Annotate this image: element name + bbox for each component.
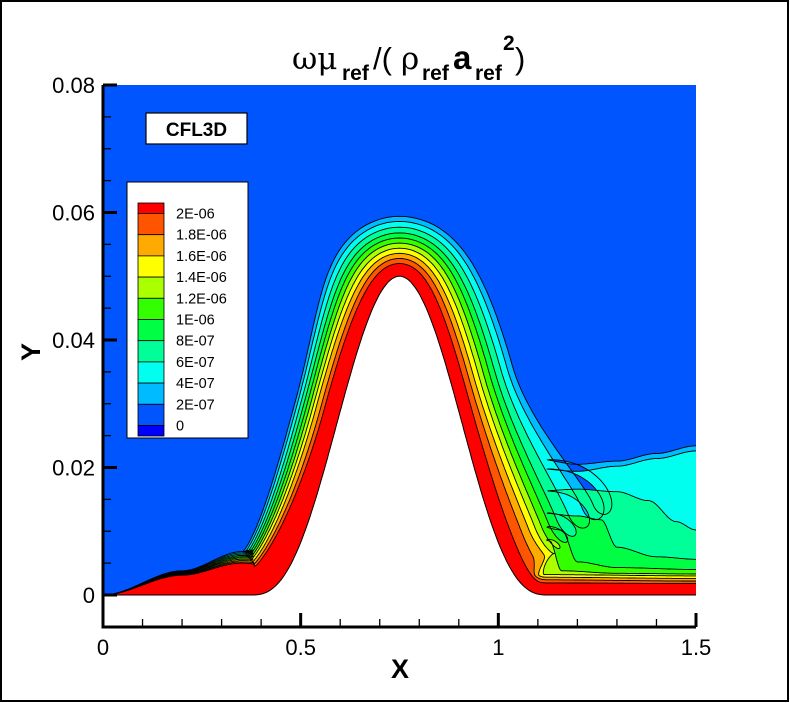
contour-line-1.4E-06 <box>103 247 696 596</box>
legend: 2E-06 1.8E-06 1.6E-06 1.4E-06 1.2E-06 1E-06 8E… <box>126 181 249 439</box>
legend-label: 8E-07 <box>176 334 215 350</box>
legend-swatch-1 <box>137 213 165 236</box>
annotation-box: CFL3D <box>145 112 248 145</box>
legend-label: 2E-07 <box>176 397 215 413</box>
title-sub-ref-2: ref <box>422 62 450 85</box>
legend-swatch-3 <box>137 255 165 278</box>
contour-line-8E-07 <box>103 232 696 596</box>
y-tick-label: 0.02 <box>52 456 95 481</box>
title-rho: ρ <box>401 41 419 77</box>
legend-label: 1.8E-06 <box>176 228 227 244</box>
legend-swatch-8 <box>137 361 165 384</box>
legend-swatch-4 <box>137 276 165 299</box>
legend-label: 1.6E-06 <box>176 249 227 265</box>
legend-label: 6E-07 <box>176 355 215 371</box>
contour-line-1.8E-06 <box>103 257 696 596</box>
wall-line <box>103 275 696 596</box>
annotation-frame <box>145 112 248 145</box>
contour-line-2E-06 <box>103 263 696 596</box>
contour-line-2E-07 <box>103 215 696 596</box>
contour-lines <box>103 215 697 596</box>
legend-swatch-11 <box>137 425 165 437</box>
legend-label: 1.4E-06 <box>176 270 227 286</box>
legend-label: 4E-07 <box>176 376 215 392</box>
chart-title: ωμ ref /( ρ ref a ref 2 ) <box>292 32 525 85</box>
y-tick-label: 0 <box>83 583 95 608</box>
x-tick-label: 0 <box>97 635 109 660</box>
contour-line-6E-07 <box>103 226 697 596</box>
x-axis-title: X <box>391 654 409 684</box>
legend-swatch-2 <box>137 234 165 257</box>
annotation-label: CFL3D <box>166 120 227 141</box>
contour-line-1E-06 <box>103 237 696 596</box>
title-a: a <box>453 39 472 76</box>
legend-swatch-0 <box>137 202 165 214</box>
title-close-paren: ) <box>515 41 525 76</box>
legend-swatch-6 <box>137 319 165 342</box>
legend-swatch-5 <box>137 297 165 320</box>
y-tick-label: 0.04 <box>52 328 95 353</box>
y-tick-label: 0.06 <box>52 201 95 226</box>
y-tick-label: 0.08 <box>52 73 95 98</box>
legend-swatch-10 <box>137 403 165 426</box>
x-tick-label: 0.5 <box>285 635 316 660</box>
title-sup-2: 2 <box>503 32 515 55</box>
title-sub-ref-1: ref <box>342 62 370 85</box>
legend-swatch-7 <box>137 340 165 363</box>
legend-swatch-9 <box>137 382 165 405</box>
bump-wall-region <box>103 276 696 669</box>
legend-label: 0 <box>176 419 184 435</box>
contour-line-4E-07 <box>103 220 696 596</box>
legend-label: 2E-06 <box>176 207 215 223</box>
x-tick-label: 1.5 <box>681 635 712 660</box>
title-sub-ref-3: ref <box>475 62 503 85</box>
axes: 0 0.5 1 1.5 0 0.02 0.04 0.06 0.08 <box>52 73 711 660</box>
legend-label: 1E-06 <box>176 313 215 329</box>
x-tick-label: 1 <box>492 635 504 660</box>
title-slash-paren: /( <box>373 41 393 76</box>
y-axis-title: Y <box>16 343 46 361</box>
legend-label: 1.2E-06 <box>176 291 227 307</box>
title-omega-mu: ωμ <box>292 41 337 77</box>
